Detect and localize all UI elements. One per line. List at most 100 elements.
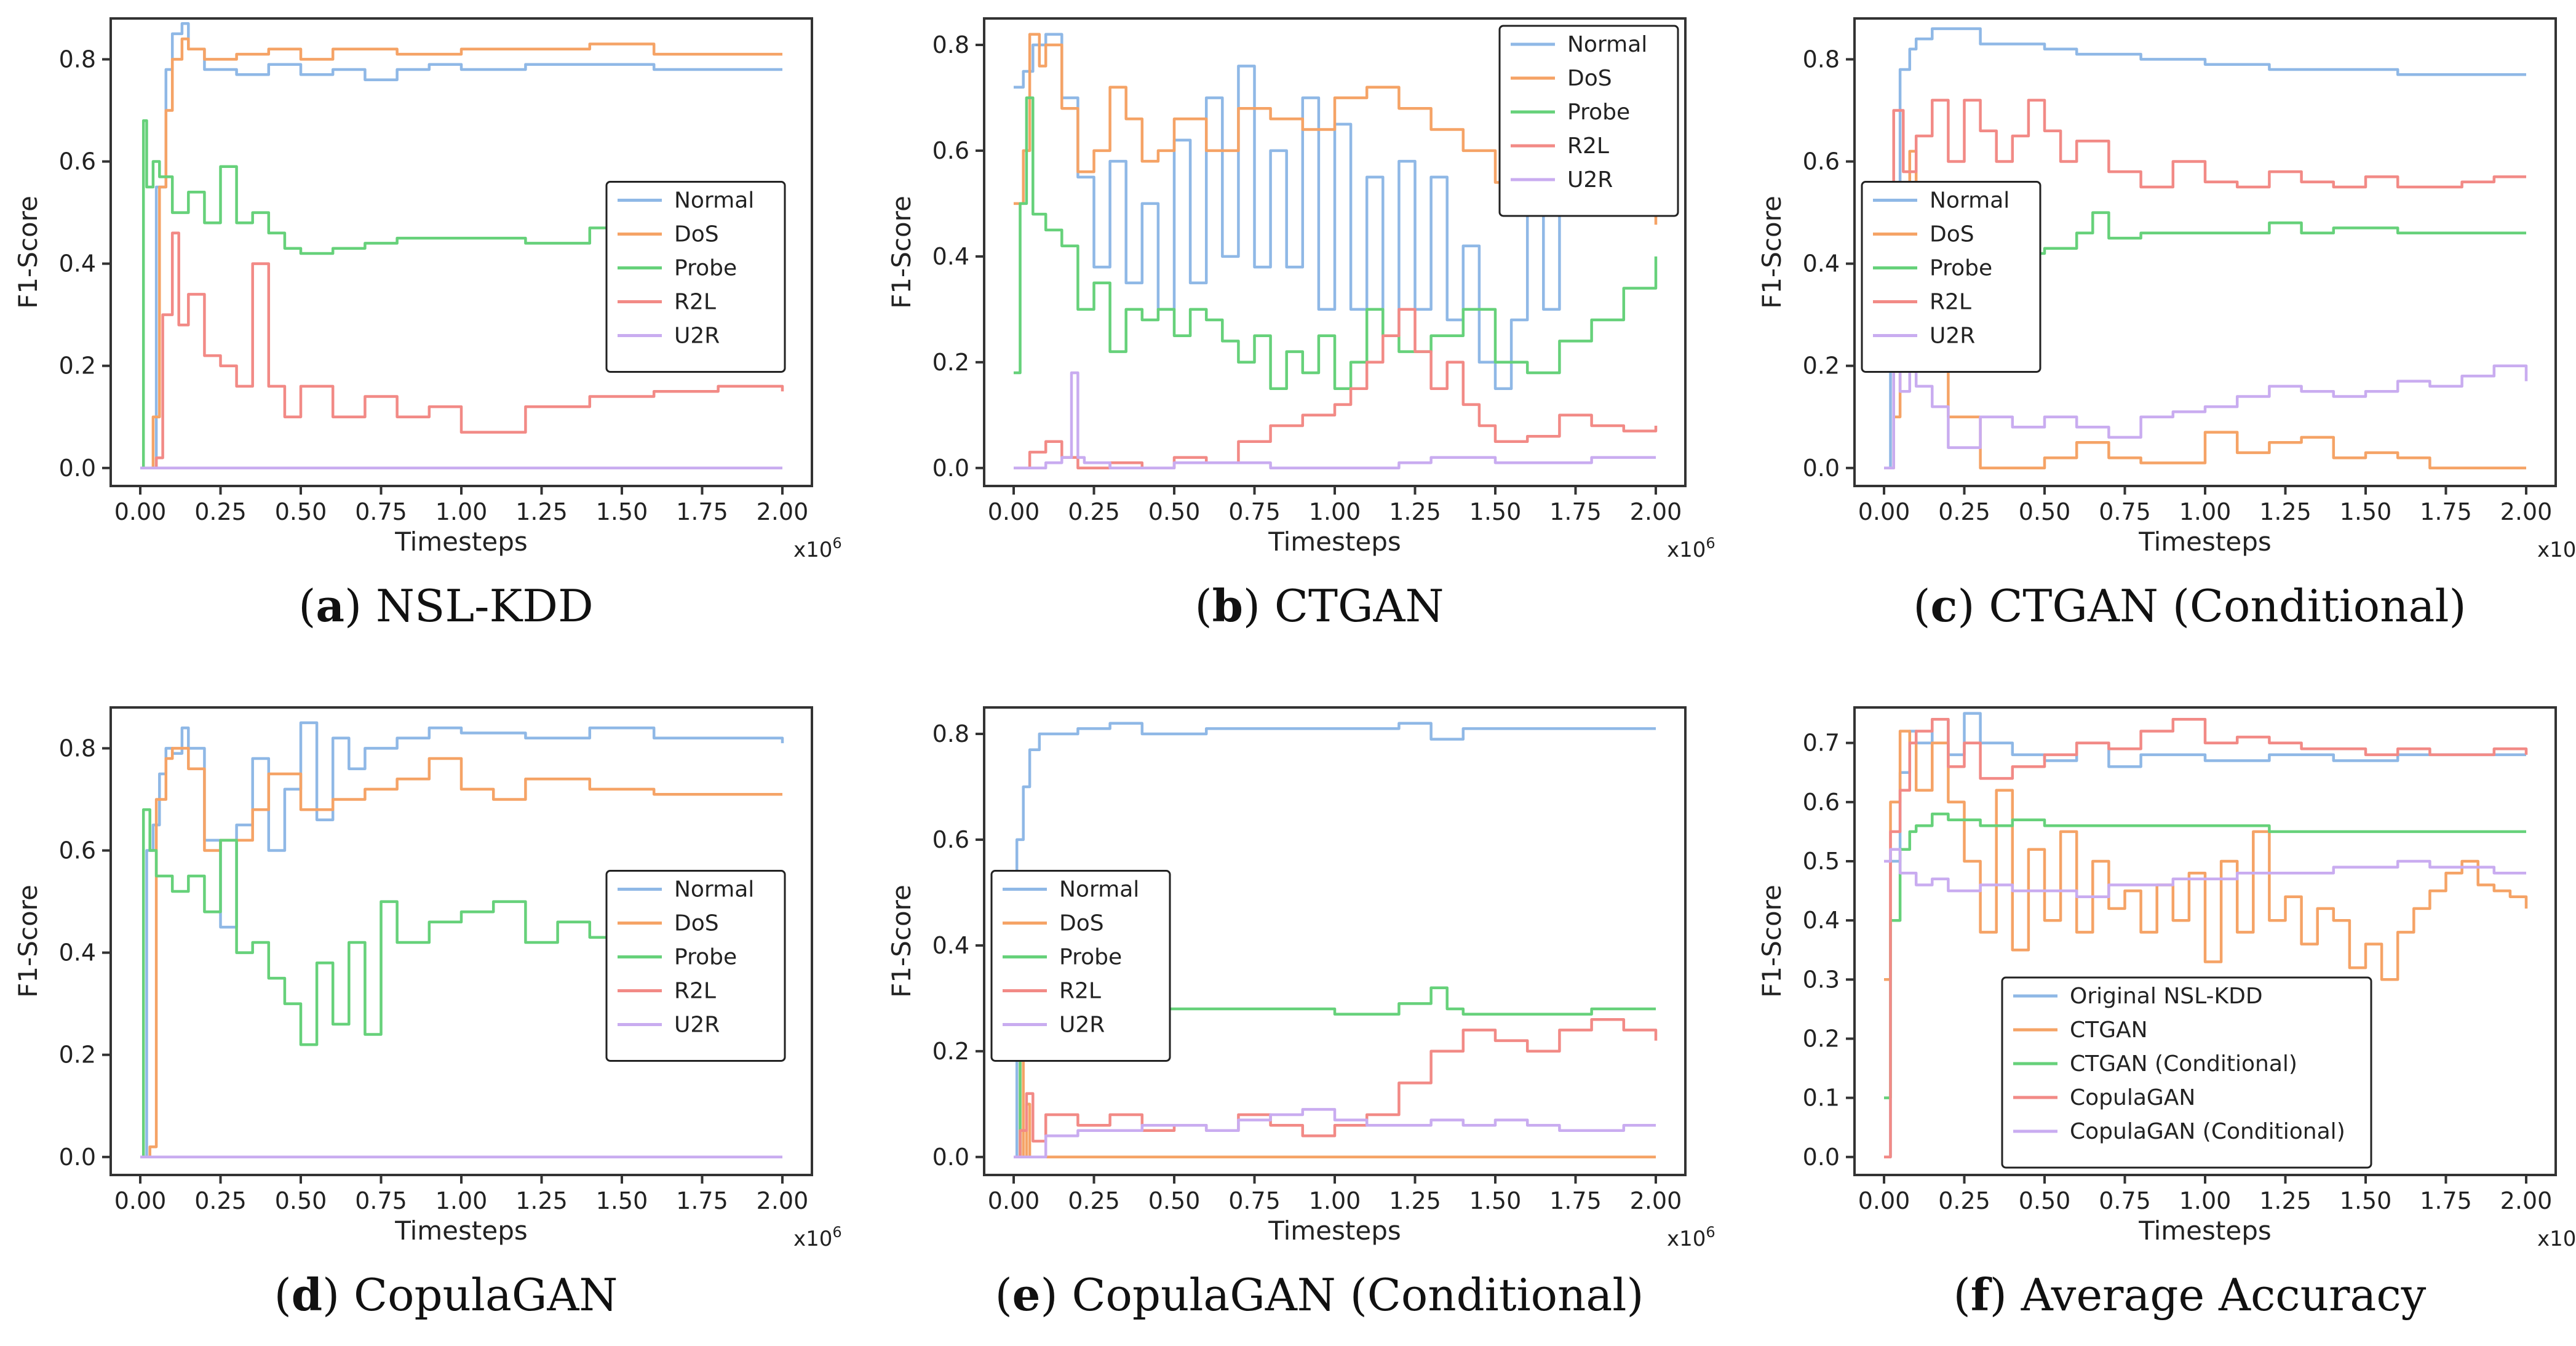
legend: Normal DoS Probe R2L U2R xyxy=(990,870,1171,1062)
y-tick-label: 0.4 xyxy=(59,939,96,966)
legend-box xyxy=(605,181,786,373)
legend-label: DoS xyxy=(674,911,719,936)
legend-label: DoS xyxy=(1059,911,1104,936)
x-tick-label: 0.50 xyxy=(275,1187,327,1214)
legend-label: R2L xyxy=(1059,979,1101,1004)
series-line-dos xyxy=(1014,1049,1656,1159)
series-line-ctgan-conditional- xyxy=(1884,812,2526,1099)
y-tick-label: 0.0 xyxy=(932,1144,969,1171)
series-line-normal xyxy=(1884,27,2526,470)
y-tick-label: 0.8 xyxy=(932,720,969,747)
legend-label: DoS xyxy=(674,222,719,247)
y-tick-label: 0.2 xyxy=(932,1038,969,1065)
series-line-copulagan xyxy=(1884,717,2528,1159)
legend-box xyxy=(2001,976,2372,1169)
x-tick-label: 1.00 xyxy=(2179,1187,2232,1214)
y-tick-label: 0.0 xyxy=(1803,455,1840,482)
x-tick-label: 1.50 xyxy=(1469,498,1522,525)
y-tick-label: 0.8 xyxy=(932,31,969,58)
x-tick-label: 1.50 xyxy=(2340,498,2392,525)
x-tick-label: 1.25 xyxy=(515,1187,568,1214)
y-axis-label: F1-Score xyxy=(1757,885,1787,998)
legend-label: Normal xyxy=(1059,877,1139,902)
x-tick-label: 1.25 xyxy=(1389,498,1441,525)
x-tick-label: 1.75 xyxy=(2420,498,2472,525)
series-line-probe xyxy=(140,808,782,1159)
legend-label: U2R xyxy=(1930,324,1975,349)
x-tick-label: 0.75 xyxy=(355,1187,407,1214)
x-tick-label: 1.00 xyxy=(2179,498,2232,525)
x-axis-label: Timesteps xyxy=(1268,1216,1401,1246)
panel-caption: (a) NSL-KDD xyxy=(298,579,593,632)
legend-label: R2L xyxy=(674,979,716,1004)
x-tick-label: 2.00 xyxy=(2500,1187,2553,1214)
legend-box xyxy=(605,870,786,1062)
series-line-ctgan xyxy=(1884,730,2528,981)
legend-label: U2R xyxy=(1567,167,1613,193)
legend-label: Probe xyxy=(1930,256,1992,281)
chart-panel-f: 0.00 0.25 0.50 0.75 1.00 1.25 1.50 1.75 2.00 0.0 0… xyxy=(1757,706,2576,1321)
x-tick-label: 1.25 xyxy=(2259,1187,2312,1214)
series-line-r2l xyxy=(140,231,784,470)
y-tick-label: 0.4 xyxy=(1803,907,1840,934)
y-tick-label: 0.8 xyxy=(1803,46,1840,73)
chart-panel-a: 0.00 0.25 0.50 0.75 1.00 1.25 1.50 1.75 2.00 0.0 0… xyxy=(13,17,842,632)
x-tick-label: 1.50 xyxy=(1469,1187,1522,1214)
x-tick-label: 0.50 xyxy=(1148,1187,1201,1214)
legend-label: Probe xyxy=(674,945,737,970)
x-tick-label: 0.25 xyxy=(1938,1187,1990,1214)
chart-panel-b: 0.00 0.25 0.50 0.75 1.00 1.25 1.50 1.75 2.00 0.0 0… xyxy=(886,17,1715,632)
legend-box xyxy=(990,870,1171,1062)
x-tick-label: 1.50 xyxy=(596,498,648,525)
legend: Normal DoS Probe R2L U2R xyxy=(1498,25,1679,217)
series-line-r2l xyxy=(1014,1017,1658,1159)
y-tick-label: 0.2 xyxy=(1803,1025,1840,1052)
legend-label: Normal xyxy=(1930,188,2010,213)
legend-label: R2L xyxy=(1930,290,1971,315)
series-line-probe xyxy=(1014,96,1658,391)
x-tick-label: 0.25 xyxy=(1068,498,1120,525)
panel-caption: (e) CopulaGAN (Conditional) xyxy=(995,1268,1644,1321)
x-tick-label: 0.75 xyxy=(355,498,407,525)
y-axis-label: F1-Score xyxy=(13,196,43,309)
x-multiplier-label: x106 xyxy=(2537,1224,2576,1251)
legend-label: CTGAN xyxy=(2070,1017,2148,1043)
series-line-normal xyxy=(1014,722,1656,1159)
y-tick-label: 0.0 xyxy=(59,455,96,482)
x-tick-label: 1.75 xyxy=(2420,1187,2472,1214)
series-line-probe xyxy=(140,119,782,470)
x-tick-label: 0.25 xyxy=(194,1187,247,1214)
x-tick-label: 0.75 xyxy=(1228,1187,1281,1214)
y-axis-label: F1-Score xyxy=(886,196,916,309)
legend-label: U2R xyxy=(674,324,720,349)
x-axis-label: Timesteps xyxy=(2138,527,2272,557)
x-multiplier-label: x106 xyxy=(1667,1224,1715,1251)
x-tick-label: 1.75 xyxy=(676,1187,728,1214)
y-tick-label: 0.0 xyxy=(932,455,969,482)
y-tick-label: 0.2 xyxy=(932,349,969,376)
legend: Normal DoS Probe R2L U2R xyxy=(605,870,786,1062)
series-line-r2l xyxy=(1884,98,2526,470)
y-tick-label: 0.7 xyxy=(1803,730,1840,757)
x-multiplier-label: x106 xyxy=(1667,535,1715,562)
series-line-normal xyxy=(140,22,782,470)
x-tick-label: 0.00 xyxy=(1858,498,1910,525)
x-tick-label: 1.00 xyxy=(435,498,488,525)
x-tick-label: 2.00 xyxy=(757,1187,809,1214)
legend-label: U2R xyxy=(674,1013,720,1038)
chart-panel-e: 0.00 0.25 0.50 0.75 1.00 1.25 1.50 1.75 2.00 0.0 0… xyxy=(886,706,1715,1321)
y-tick-label: 0.8 xyxy=(59,46,96,73)
series-line-u2r xyxy=(1884,344,2528,470)
chart-panel-d: 0.00 0.25 0.50 0.75 1.00 1.25 1.50 1.75 2.00 0.0 0… xyxy=(13,706,842,1321)
y-tick-label: 0.2 xyxy=(59,352,96,380)
legend-label: Normal xyxy=(674,877,754,902)
legend-label: R2L xyxy=(674,290,716,315)
y-tick-label: 0.4 xyxy=(932,243,969,270)
x-multiplier-label: x106 xyxy=(793,1224,842,1251)
x-tick-label: 0.00 xyxy=(988,498,1040,525)
legend-label: R2L xyxy=(1567,133,1609,159)
y-axis-label: F1-Score xyxy=(1757,196,1787,309)
legend-label: Normal xyxy=(1567,32,1647,57)
x-tick-label: 0.50 xyxy=(2019,498,2071,525)
x-tick-label: 2.00 xyxy=(2500,498,2553,525)
